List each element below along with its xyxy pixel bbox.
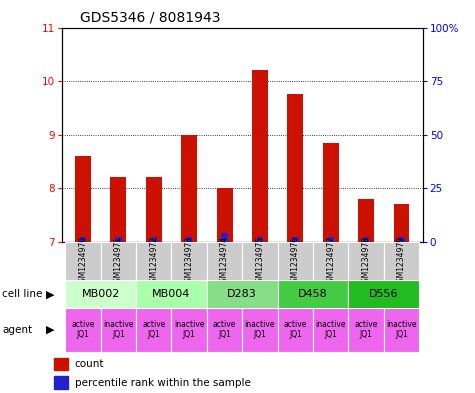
Text: MB002: MB002 — [82, 289, 120, 299]
Text: active
JQ1: active JQ1 — [354, 320, 378, 340]
Text: inactive
JQ1: inactive JQ1 — [245, 320, 275, 340]
Bar — [252, 70, 268, 242]
Bar — [136, 308, 171, 352]
Bar — [313, 242, 349, 281]
Bar — [54, 376, 68, 389]
Text: D458: D458 — [298, 289, 328, 299]
Text: inactive
JQ1: inactive JQ1 — [315, 320, 346, 340]
Text: D556: D556 — [369, 289, 399, 299]
Bar — [278, 280, 349, 309]
Text: GSM1234977: GSM1234977 — [326, 236, 335, 287]
Bar — [384, 308, 419, 352]
Bar — [80, 237, 86, 242]
Bar — [115, 237, 122, 242]
Text: count: count — [75, 359, 104, 369]
Bar — [207, 242, 242, 281]
Bar — [65, 280, 136, 309]
Text: D283: D283 — [228, 289, 257, 299]
Bar — [101, 242, 136, 281]
Bar — [384, 242, 419, 281]
Bar — [101, 308, 136, 352]
Text: ▶: ▶ — [46, 289, 55, 299]
Bar — [287, 94, 304, 242]
Text: active
JQ1: active JQ1 — [142, 320, 165, 340]
Bar — [323, 143, 339, 242]
Text: GSM1234974: GSM1234974 — [220, 236, 229, 287]
Bar — [358, 199, 374, 242]
Bar — [75, 156, 91, 242]
Text: active
JQ1: active JQ1 — [71, 320, 95, 340]
Text: GSM1234972: GSM1234972 — [149, 236, 158, 287]
Bar — [146, 178, 162, 242]
Bar — [242, 308, 278, 352]
Text: ▶: ▶ — [46, 325, 55, 335]
Bar — [278, 308, 313, 352]
Text: GSM1234971: GSM1234971 — [114, 236, 123, 287]
Text: MB004: MB004 — [152, 289, 190, 299]
Bar — [349, 308, 384, 352]
Bar — [186, 237, 192, 242]
Text: active
JQ1: active JQ1 — [284, 320, 307, 340]
Bar — [181, 134, 197, 242]
Bar — [257, 237, 263, 242]
Text: GSM1234975: GSM1234975 — [256, 236, 265, 287]
Text: GDS5346 / 8081943: GDS5346 / 8081943 — [80, 11, 220, 25]
Bar — [207, 280, 278, 309]
Bar — [217, 188, 233, 242]
Text: inactive
JQ1: inactive JQ1 — [174, 320, 204, 340]
Bar — [151, 237, 157, 242]
Bar — [394, 204, 409, 242]
Bar — [328, 237, 334, 242]
Bar — [363, 237, 369, 242]
Text: GSM1234978: GSM1234978 — [361, 236, 371, 287]
Bar — [65, 308, 101, 352]
Bar — [292, 237, 298, 242]
Bar — [349, 242, 384, 281]
Text: agent: agent — [2, 325, 32, 335]
Bar — [54, 358, 68, 370]
Bar — [136, 280, 207, 309]
Text: active
JQ1: active JQ1 — [213, 320, 236, 340]
Bar — [349, 280, 419, 309]
Bar — [221, 233, 228, 242]
Bar — [207, 308, 242, 352]
Text: percentile rank within the sample: percentile rank within the sample — [75, 378, 250, 388]
Text: GSM1234979: GSM1234979 — [397, 236, 406, 287]
Bar — [65, 242, 101, 281]
Bar — [136, 242, 171, 281]
Text: cell line: cell line — [2, 289, 43, 299]
Bar — [399, 237, 405, 242]
Bar — [171, 308, 207, 352]
Text: GSM1234970: GSM1234970 — [78, 236, 87, 287]
Bar — [110, 178, 126, 242]
Text: GSM1234976: GSM1234976 — [291, 236, 300, 287]
Text: inactive
JQ1: inactive JQ1 — [103, 320, 133, 340]
Text: inactive
JQ1: inactive JQ1 — [386, 320, 417, 340]
Bar — [242, 242, 278, 281]
Bar — [278, 242, 313, 281]
Bar — [171, 242, 207, 281]
Text: GSM1234973: GSM1234973 — [185, 236, 194, 287]
Bar — [313, 308, 349, 352]
